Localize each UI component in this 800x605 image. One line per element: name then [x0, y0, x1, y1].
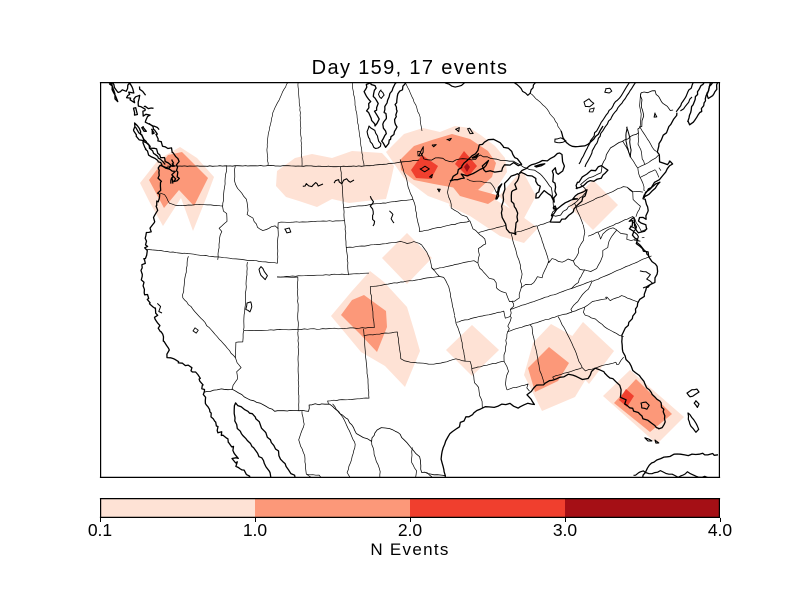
svg-text:4.0: 4.0 [708, 520, 733, 540]
svg-text:0.1: 0.1 [88, 520, 112, 540]
svg-text:Day 159, 17 events: Day 159, 17 events [312, 57, 509, 79]
svg-text:2.0: 2.0 [398, 520, 423, 540]
svg-text:1.0: 1.0 [243, 520, 268, 540]
svg-text:3.0: 3.0 [553, 520, 578, 540]
svg-text:N Events: N Events [370, 540, 449, 559]
